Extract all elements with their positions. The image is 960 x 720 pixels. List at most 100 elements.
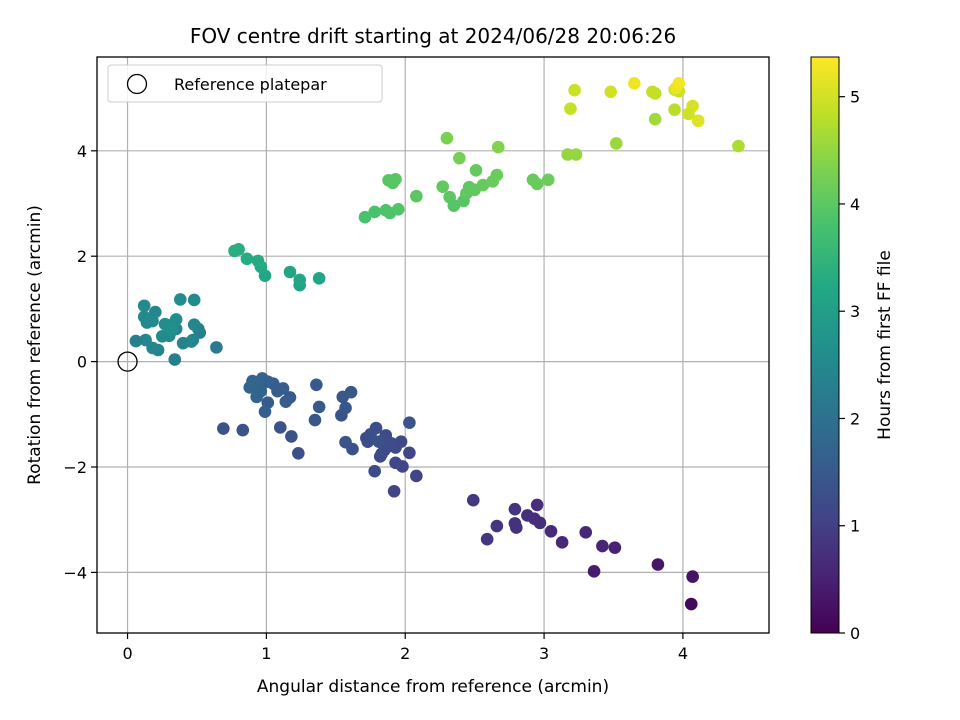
y-tick-label: −2	[63, 458, 87, 477]
y-axis-label: Rotation from reference (arcmin)	[25, 205, 45, 485]
data-point	[490, 519, 504, 533]
data-point	[628, 77, 641, 90]
data-point	[410, 189, 423, 203]
data-point	[609, 137, 623, 150]
colorbar: 0 1 2 3 4 5 Hours from first FF file	[810, 56, 895, 643]
data-point	[530, 498, 544, 512]
data-point	[358, 210, 372, 224]
chart-title: FOV centre drift starting at 2024/06/28 …	[190, 24, 676, 48]
data-point	[210, 341, 223, 354]
plot-frame	[96, 56, 770, 634]
colorbar-label: Hours from first FF file	[875, 250, 895, 440]
data-point	[174, 293, 187, 306]
data-point	[129, 334, 143, 348]
x-tick-label: 3	[539, 644, 549, 663]
data-point	[468, 183, 481, 197]
data-point	[285, 430, 298, 443]
data-point	[155, 330, 169, 343]
data-point	[568, 83, 581, 97]
data-point	[686, 570, 699, 583]
colorbar-ticks: 0 1 2 3 4 5	[839, 88, 860, 643]
colorbar-tick-label: 4	[850, 195, 860, 214]
data-point	[217, 422, 230, 435]
data-point	[236, 423, 250, 437]
data-point	[651, 558, 665, 571]
data-point	[169, 313, 183, 326]
data-point	[389, 172, 402, 186]
data-point	[490, 168, 504, 182]
colorbar-tick-label: 0	[850, 624, 860, 643]
x-axis-ticks: 0 1 2 3 4	[122, 633, 688, 663]
data-point	[530, 177, 544, 191]
data-point	[339, 401, 352, 415]
data-point	[541, 173, 555, 187]
data-point	[668, 103, 681, 116]
legend-marker	[126, 73, 148, 95]
reference-platepar-marker	[117, 351, 138, 372]
data-point	[240, 252, 254, 266]
data-point	[466, 493, 480, 507]
data-point	[137, 310, 151, 324]
data-point	[247, 376, 261, 389]
data-point	[387, 484, 401, 498]
data-point	[732, 139, 745, 153]
data-point	[440, 131, 454, 145]
data-point	[310, 378, 323, 392]
data-point	[469, 164, 483, 177]
data-point	[682, 107, 695, 121]
grid-lines	[97, 57, 769, 633]
data-point	[368, 205, 381, 219]
colorbar-tick-label: 5	[850, 88, 860, 107]
data-point	[187, 318, 201, 332]
x-axis-label: Angular distance from reference (arcmin)	[257, 677, 609, 697]
data-point	[344, 385, 358, 399]
x-tick-label: 2	[400, 644, 410, 663]
colorbar-tick-label: 1	[850, 517, 860, 536]
data-point	[684, 597, 698, 611]
data-point	[544, 524, 558, 538]
data-point	[691, 114, 705, 128]
x-tick-label: 4	[678, 644, 688, 663]
data-point	[251, 254, 265, 268]
data-point	[403, 416, 416, 430]
data-point	[149, 305, 162, 319]
data-point	[312, 400, 326, 414]
data-point	[608, 541, 622, 554]
data-point	[508, 502, 522, 516]
data-point	[368, 464, 381, 478]
data-point	[403, 446, 416, 460]
data-point	[165, 324, 179, 337]
colorbar-tick-label: 2	[850, 409, 860, 428]
data-point	[283, 265, 297, 279]
y-tick-label: 2	[77, 247, 87, 266]
data-point	[292, 446, 305, 460]
data-point	[569, 148, 583, 161]
data-point	[521, 509, 534, 522]
legend: Reference platepar	[107, 64, 383, 103]
data-point	[228, 244, 241, 258]
data-point	[587, 565, 601, 578]
y-tick-label: 4	[77, 142, 87, 161]
data-point	[308, 413, 322, 427]
data-point	[312, 272, 326, 285]
data-point	[251, 387, 265, 401]
data-point	[187, 293, 201, 307]
legend-entry-reference-platepar: Reference platepar	[174, 75, 327, 94]
x-tick-label: 0	[122, 644, 132, 663]
data-point	[360, 431, 373, 445]
data-point	[555, 536, 569, 549]
data-point	[564, 102, 577, 115]
y-tick-label: −4	[63, 563, 87, 582]
data-point	[279, 395, 293, 408]
y-axis-ticks: −4 −2 0 2 4	[63, 142, 97, 582]
colorbar-tick-label: 3	[850, 302, 860, 321]
data-point	[672, 77, 686, 90]
data-point	[273, 421, 287, 434]
data-points	[117, 77, 745, 611]
data-point	[389, 456, 402, 470]
data-point	[369, 421, 383, 435]
data-point	[168, 353, 182, 366]
legend-box	[107, 64, 383, 103]
data-point	[646, 85, 659, 99]
data-point	[480, 532, 494, 546]
